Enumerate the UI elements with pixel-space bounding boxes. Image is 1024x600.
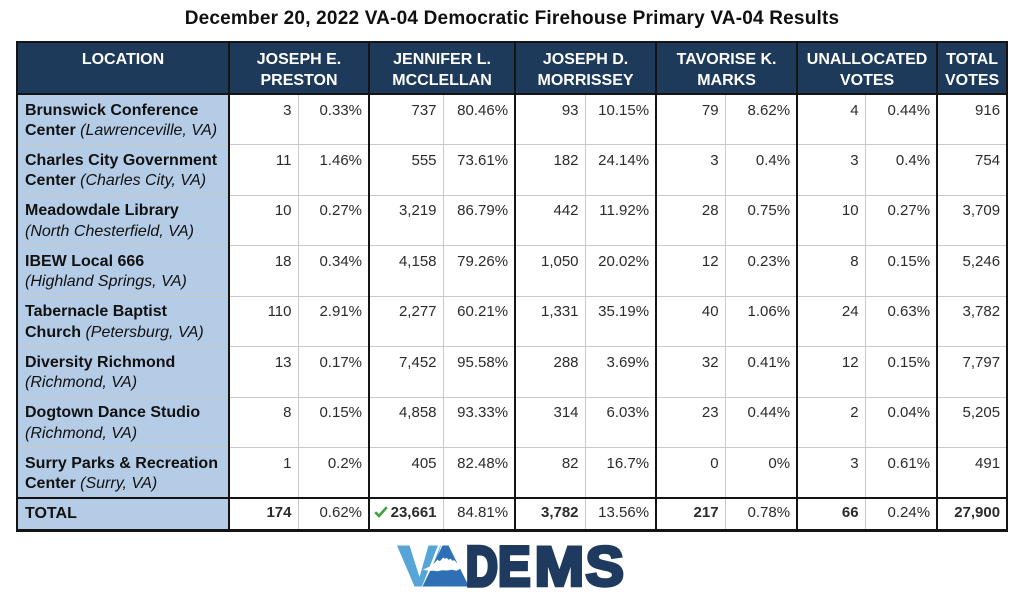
- svg-text:D: D: [466, 541, 498, 593]
- svg-text:S: S: [586, 541, 624, 593]
- svg-text:M: M: [535, 541, 585, 593]
- svg-text:E: E: [498, 541, 531, 593]
